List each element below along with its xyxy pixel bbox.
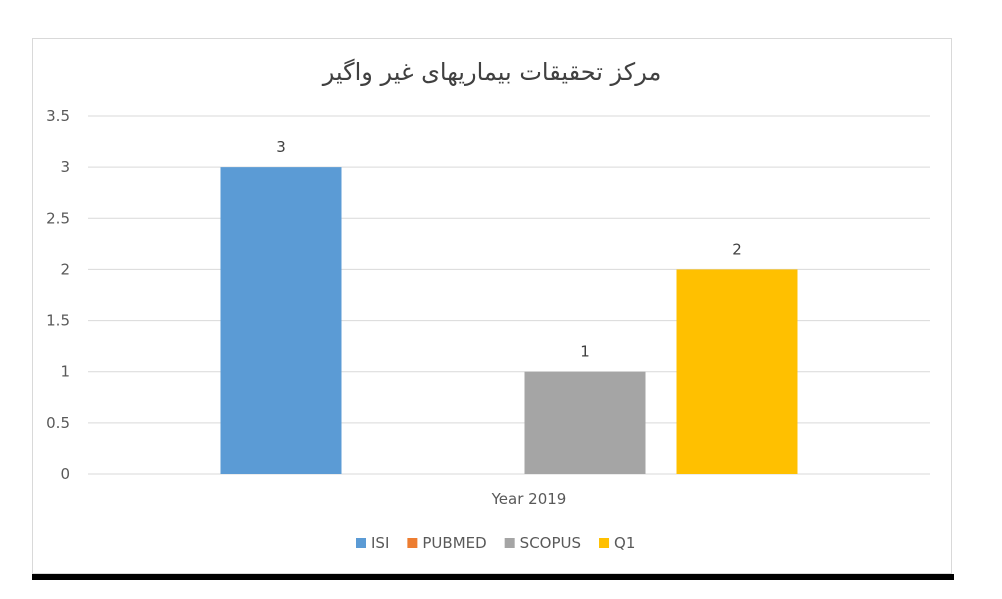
- legend-label-isi: ISI: [371, 534, 389, 552]
- y-tick-label: 2.5: [46, 209, 70, 227]
- y-tick-label: 1: [60, 363, 70, 381]
- y-tick-label: 3.5: [46, 107, 70, 125]
- legend-label-q1: Q1: [614, 534, 635, 552]
- y-tick-label: 0.5: [46, 414, 70, 432]
- legend-label-pubmed: PUBMED: [422, 534, 486, 552]
- x-category-label: Year 2019: [491, 490, 567, 508]
- bottom-rule: [32, 574, 954, 580]
- legend-swatch-q1: [599, 538, 610, 548]
- y-axis-ticks: 0 0.5 1 1.5 2 2.5 3 3.5: [46, 107, 70, 483]
- data-labels: 3 1 2: [276, 138, 742, 361]
- x-axis-categories: Year 2019: [491, 490, 567, 508]
- chart-title: مرکز تحقیقات بیماریهای غیر واگیر: [322, 58, 662, 86]
- y-tick-label: 2: [60, 260, 70, 278]
- data-label-scopus: 1: [580, 343, 590, 361]
- legend-label-scopus: SCOPUS: [520, 534, 581, 552]
- y-tick-label: 1.5: [46, 312, 70, 330]
- bar-q1: [676, 269, 798, 474]
- legend-swatch-isi: [356, 538, 366, 548]
- y-tick-label: 0: [60, 465, 70, 483]
- legend-swatch-pubmed: [407, 538, 418, 548]
- y-tick-label: 3: [60, 158, 70, 176]
- bar-isi: [220, 167, 342, 474]
- chart-frame: [32, 38, 952, 574]
- legend: ISI PUBMED SCOPUS Q1: [356, 534, 635, 552]
- data-label-q1: 2: [732, 240, 742, 258]
- gridlines: [88, 115, 930, 475]
- data-label-isi: 3: [276, 138, 286, 156]
- legend-swatch-scopus: [504, 538, 515, 548]
- bar-scopus: [524, 371, 646, 474]
- bars: [220, 167, 798, 474]
